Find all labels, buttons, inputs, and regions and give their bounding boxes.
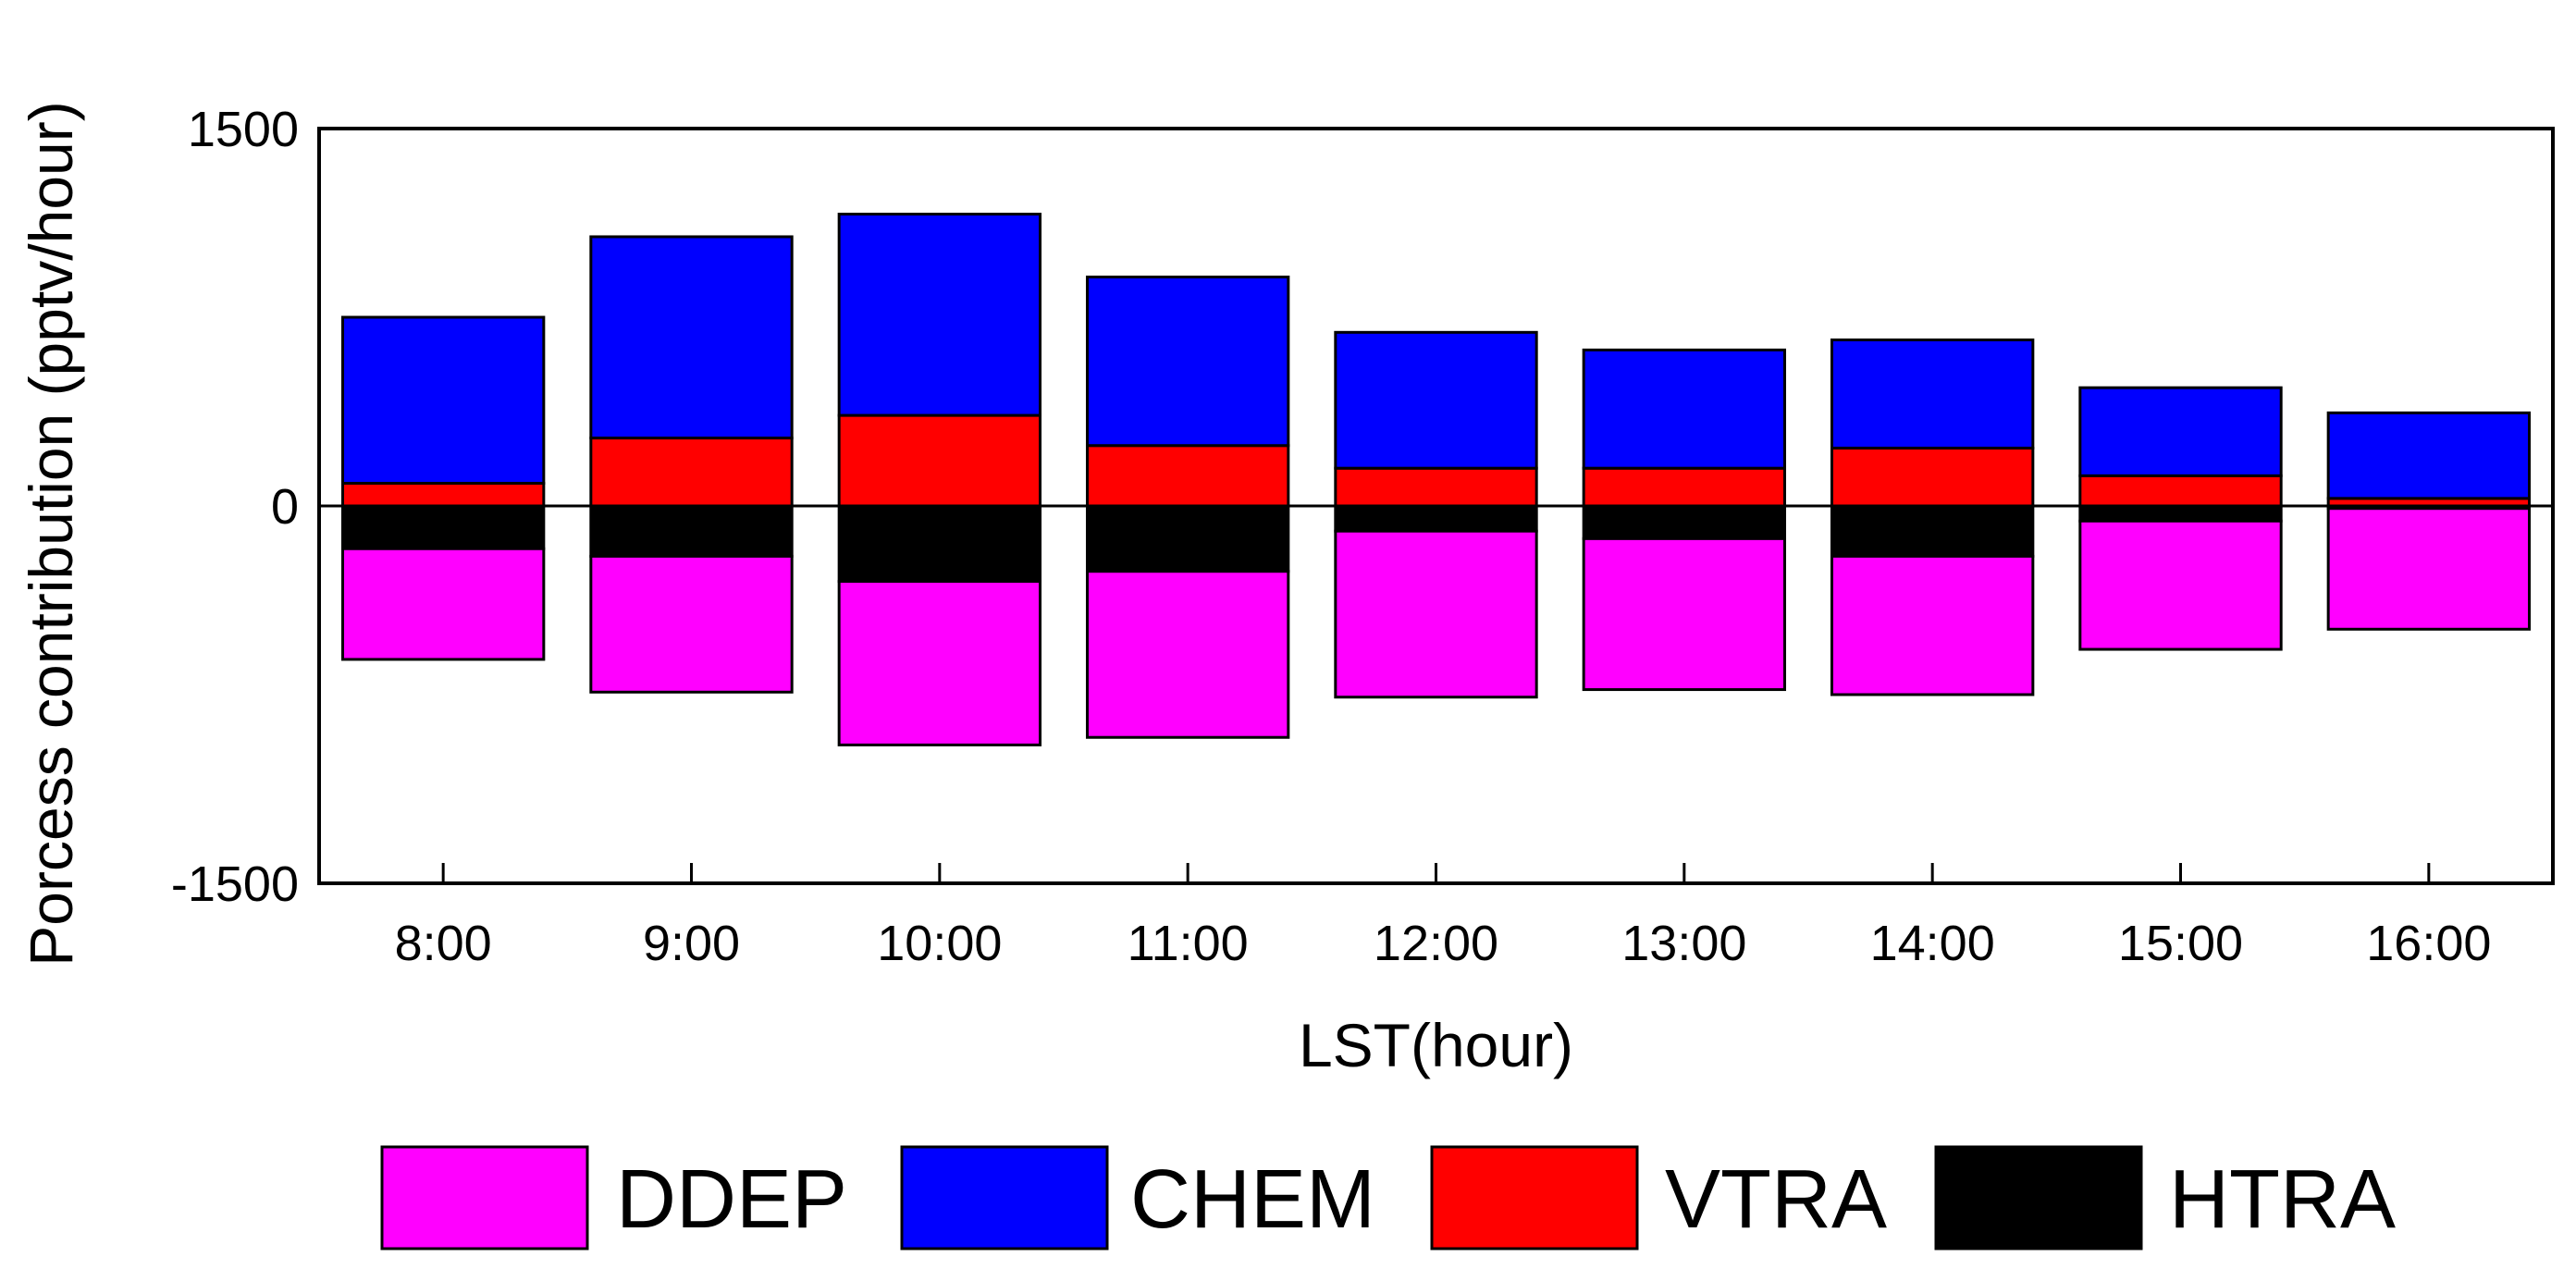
legend-swatch-htra [1934,1145,2143,1251]
ticks-layer: -1500 0 1500 8:00 9:00 10:00 11:00 12:00 13:00 14… [171,102,2492,971]
y-tick-label: -1500 [171,856,299,912]
bar-htra-1500 [2078,504,2283,523]
bar-ddep-1500 [2078,519,2283,651]
bar-ddep-1000 [837,580,1042,746]
x-tick-label: 11:00 [1128,916,1249,971]
bar-vtra-1200 [1334,466,1538,508]
bar-vtra-1000 [837,413,1042,508]
bar-vtra-900 [589,437,794,508]
bar-ddep-800 [340,547,546,661]
legend-swatch-vtra [1430,1145,1639,1251]
bar-chem-1200 [1334,330,1538,470]
bar-ddep-900 [589,554,794,694]
bar-ddep-1100 [1085,570,1290,739]
bar-ddep-1300 [1582,536,1787,692]
legend-label-ddep: DDEP [616,1153,847,1246]
bar-chem-1400 [1830,338,2035,450]
bar-vtra-1300 [1582,466,1787,508]
x-tick-label: 16:00 [2366,916,2491,971]
bar-chem-1600 [2326,411,2532,500]
legend-swatch-ddep [380,1145,589,1251]
bar-htra-1000 [837,504,1042,584]
x-tick-label: 14:00 [1870,916,1995,971]
legend-label-vtra: VTRA [1665,1153,1887,1246]
bar-htra-1200 [1334,504,1538,533]
y-axis-title: Porcess contribution (pptv/hour) [17,101,85,966]
bar-chem-1000 [837,212,1042,417]
bar-chem-800 [340,315,546,486]
x-tick-label: 8:00 [395,916,492,971]
bar-vtra-1400 [1830,446,2035,508]
x-axis-title: LST(hour) [1299,1011,1573,1079]
bar-chem-1300 [1582,348,1787,470]
bars-layer [340,212,2532,746]
bar-vtra-1100 [1085,444,1290,508]
bar-chem-900 [589,235,794,440]
bar-ddep-1400 [1830,554,2035,696]
bar-vtra-800 [340,482,546,508]
y-tick-label: 1500 [188,102,299,157]
x-tick-label: 15:00 [2118,916,2243,971]
bar-htra-800 [340,504,546,550]
x-tick-label: 10:00 [877,916,1002,971]
bar-htra-1400 [1830,504,2035,558]
legend-swatch-chem [900,1145,1109,1251]
bar-chem-1500 [2078,386,2283,477]
x-tick-label: 9:00 [643,916,740,971]
bar-ddep-1200 [1334,529,1538,699]
x-tick-label: 13:00 [1621,916,1746,971]
y-tick-label: 0 [271,479,299,535]
bar-vtra-1500 [2078,474,2283,508]
x-tick-label: 12:00 [1374,916,1498,971]
bar-chem-1100 [1085,275,1290,448]
legend-label-htra: HTRA [2169,1153,2396,1246]
bar-htra-900 [589,504,794,558]
legend-label-chem: CHEM [1130,1153,1375,1246]
legend: DDEP CHEM VTRA HTRA [380,1145,2396,1251]
bar-htra-1300 [1582,504,1787,540]
bar-htra-1100 [1085,504,1290,573]
bar-ddep-1600 [2326,507,2532,631]
